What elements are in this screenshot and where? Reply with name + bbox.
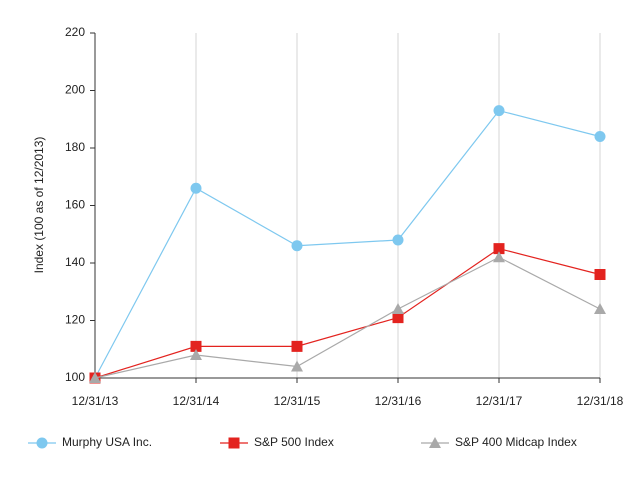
marker: [89, 372, 101, 383]
y-tick-label: 100: [65, 370, 85, 384]
y-tick-label: 200: [65, 83, 85, 97]
marker: [36, 437, 48, 449]
marker: [493, 243, 505, 255]
x-tick-label: 12/31/17: [476, 394, 523, 408]
x-tick-label: 12/31/13: [72, 394, 119, 408]
marker: [228, 437, 240, 449]
y-tick-label: 120: [65, 313, 85, 327]
x-tick-label: 12/31/16: [375, 394, 422, 408]
marker: [392, 312, 404, 324]
marker: [594, 269, 606, 280]
marker: [291, 240, 303, 252]
y-tick-label: 180: [65, 140, 85, 154]
marker: [190, 340, 202, 352]
legend-label: S&P 400 Midcap Index: [455, 435, 577, 449]
legend-label: Murphy USA Inc.: [62, 435, 152, 449]
marker: [594, 303, 606, 314]
y-axis-title: Index (100 as of 12/2013): [32, 137, 46, 274]
series-line: [94, 256, 601, 379]
marker: [190, 349, 202, 360]
marker: [429, 437, 441, 448]
marker: [493, 251, 505, 263]
marker: [291, 340, 303, 352]
x-tick-label: 12/31/18: [577, 394, 624, 408]
marker: [392, 303, 404, 314]
series-line: [94, 109, 601, 379]
marker: [493, 105, 505, 117]
marker: [392, 234, 404, 246]
y-tick-label: 140: [65, 255, 85, 269]
marker: [594, 131, 606, 142]
legend-label: S&P 500 Index: [254, 435, 334, 449]
x-tick-label: 12/31/15: [274, 394, 321, 408]
marker: [190, 182, 202, 194]
series-line: [94, 247, 601, 379]
y-tick-label: 220: [65, 25, 85, 39]
x-tick-label: 12/31/14: [173, 394, 220, 408]
y-tick-label: 160: [65, 198, 85, 212]
marker: [291, 360, 303, 372]
